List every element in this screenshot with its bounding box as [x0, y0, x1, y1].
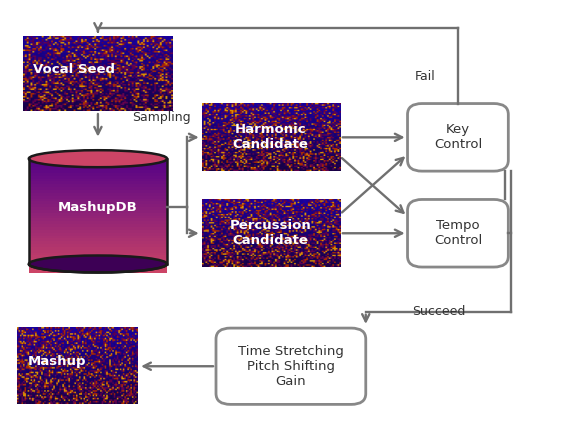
Text: Harmonic
Candidate: Harmonic Candidate	[233, 123, 309, 151]
Ellipse shape	[29, 150, 167, 167]
Bar	[29, 246, 167, 250]
Bar	[29, 244, 167, 247]
Bar	[29, 263, 167, 267]
Ellipse shape	[29, 255, 167, 272]
Bar	[29, 170, 167, 173]
Bar	[29, 266, 167, 269]
Bar	[29, 209, 167, 213]
Bar	[29, 221, 167, 224]
Bar	[29, 190, 167, 193]
Text: MashupDB: MashupDB	[58, 201, 138, 214]
Bar	[29, 229, 167, 233]
Text: Key
Control: Key Control	[434, 123, 482, 151]
Bar	[29, 195, 167, 198]
Bar	[29, 218, 167, 221]
Bar	[29, 175, 167, 179]
Bar	[29, 201, 167, 204]
Bar	[29, 261, 167, 264]
FancyBboxPatch shape	[407, 104, 509, 171]
Bar	[29, 204, 167, 207]
Bar	[29, 224, 167, 227]
Text: Tempo
Control: Tempo Control	[434, 219, 482, 247]
FancyBboxPatch shape	[216, 328, 366, 405]
Bar	[29, 187, 167, 190]
Bar	[29, 207, 167, 210]
Bar	[29, 198, 167, 201]
Bar	[29, 258, 167, 261]
Text: Mashup: Mashup	[28, 355, 86, 368]
Bar	[29, 184, 167, 187]
Bar	[29, 238, 167, 241]
Text: Vocal Seed: Vocal Seed	[33, 63, 115, 76]
Bar	[29, 173, 167, 176]
Text: Fail: Fail	[415, 70, 435, 83]
Bar	[29, 158, 167, 162]
Bar	[29, 164, 167, 167]
Text: Succeed: Succeed	[412, 305, 465, 318]
Bar	[29, 241, 167, 244]
Bar	[29, 227, 167, 230]
Bar	[29, 255, 167, 258]
Text: Sampling: Sampling	[132, 111, 191, 124]
FancyBboxPatch shape	[407, 200, 509, 267]
Text: Time Stretching
Pitch Shifting
Gain: Time Stretching Pitch Shifting Gain	[238, 345, 344, 388]
Bar	[29, 178, 167, 181]
Text: Percussion
Candidate: Percussion Candidate	[230, 219, 312, 247]
Bar	[29, 167, 167, 170]
Bar	[29, 192, 167, 196]
Bar	[29, 249, 167, 252]
Bar	[29, 161, 167, 164]
Bar	[29, 212, 167, 215]
Bar	[29, 232, 167, 235]
Bar	[29, 215, 167, 218]
Bar	[29, 181, 167, 184]
Bar	[29, 235, 167, 238]
Bar	[29, 252, 167, 255]
Bar	[29, 269, 167, 272]
